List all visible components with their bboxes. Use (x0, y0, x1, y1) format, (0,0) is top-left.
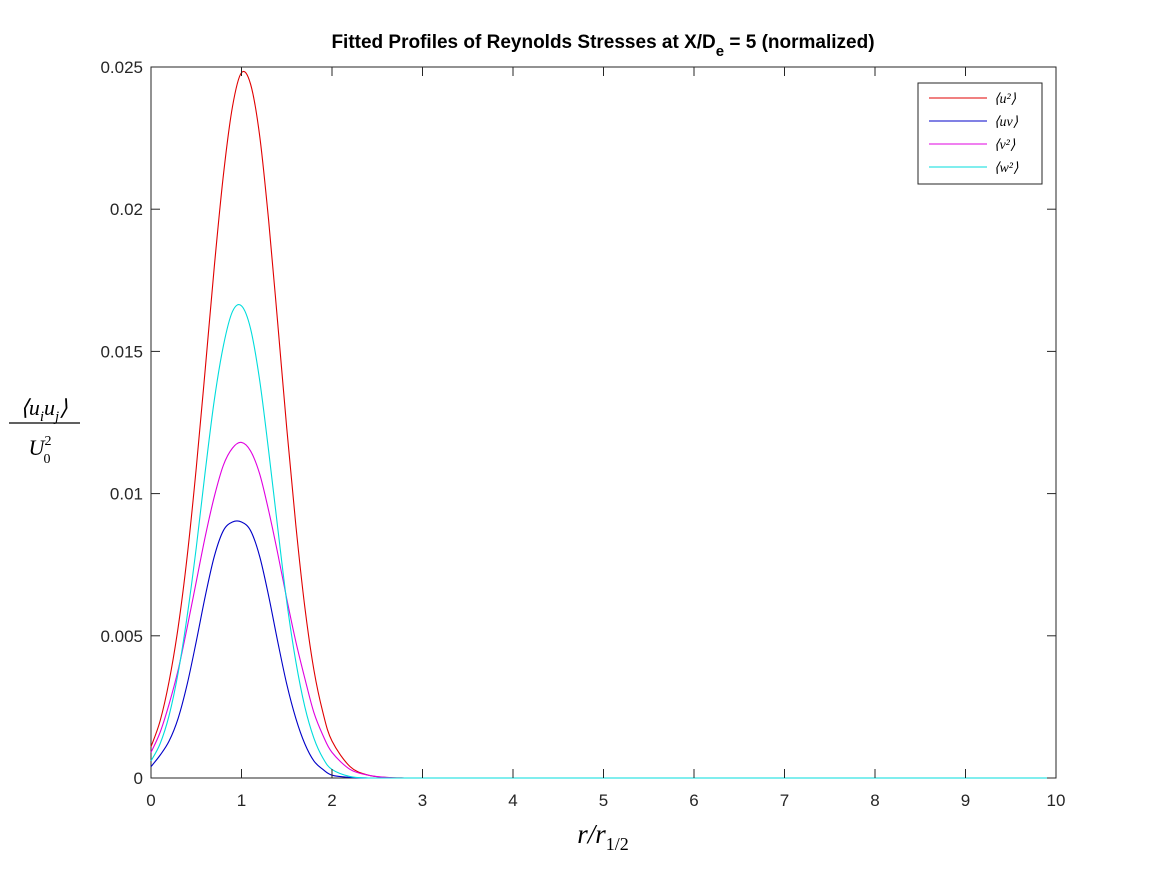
series-line-3 (150, 304, 1056, 779)
x-axis-label: r/r1/2 (577, 819, 629, 854)
y-axis-label: ⟨uiuj⟩ U2 0 (9, 395, 80, 467)
x-tick-label: 7 (780, 791, 789, 810)
chart-title-subscript: e (716, 43, 724, 60)
y-ticks: 0 0.005 0.01 0.015 0.02 0.025 (100, 58, 1056, 788)
legend-label: ⟨uv⟩ (994, 115, 1019, 130)
chart-title-suffix: = 5 (normalized) (724, 32, 874, 53)
x-tick-label: 4 (508, 791, 517, 810)
y-label-numerator: ⟨uiuj⟩ (20, 395, 68, 425)
y-tick-label: 0.01 (110, 485, 143, 504)
x-tick-label: 1 (237, 791, 246, 810)
x-tick-label: 2 (327, 791, 336, 810)
chart-title: Fitted Profiles of Reynolds Stresses at … (331, 32, 874, 60)
chart-title-main: Fitted Profiles of Reynolds Stresses at … (331, 32, 715, 53)
x-tick-label: 3 (418, 791, 427, 810)
x-ticks: 0 1 2 3 4 5 6 7 8 9 10 (146, 67, 1065, 810)
y-label-denominator: U2 0 (29, 434, 52, 467)
x-tick-label: 10 (1047, 791, 1066, 810)
y-tick-label: 0.015 (100, 342, 143, 361)
y-tick-label: 0.005 (100, 627, 143, 646)
x-tick-label: 6 (689, 791, 698, 810)
y-tick-label: 0.025 (100, 58, 143, 77)
legend-label: ⟨v²⟩ (994, 138, 1016, 153)
legend-label: ⟨u²⟩ (994, 92, 1017, 107)
plot-area: 0 1 2 3 4 5 6 7 8 9 10 0 0.005 0.01 0.015 0.02 0.025 (100, 58, 1065, 810)
x-tick-label: 0 (146, 791, 155, 810)
x-tick-label: 8 (870, 791, 879, 810)
legend: ⟨u²⟩ ⟨uv⟩ ⟨v²⟩ ⟨w²⟩ (917, 82, 1043, 185)
y-tick-label: 0 (134, 769, 143, 788)
legend-label: ⟨w²⟩ (994, 161, 1019, 176)
x-tick-label: 9 (961, 791, 970, 810)
x-tick-label: 5 (599, 791, 608, 810)
y-tick-label: 0.02 (110, 200, 143, 219)
